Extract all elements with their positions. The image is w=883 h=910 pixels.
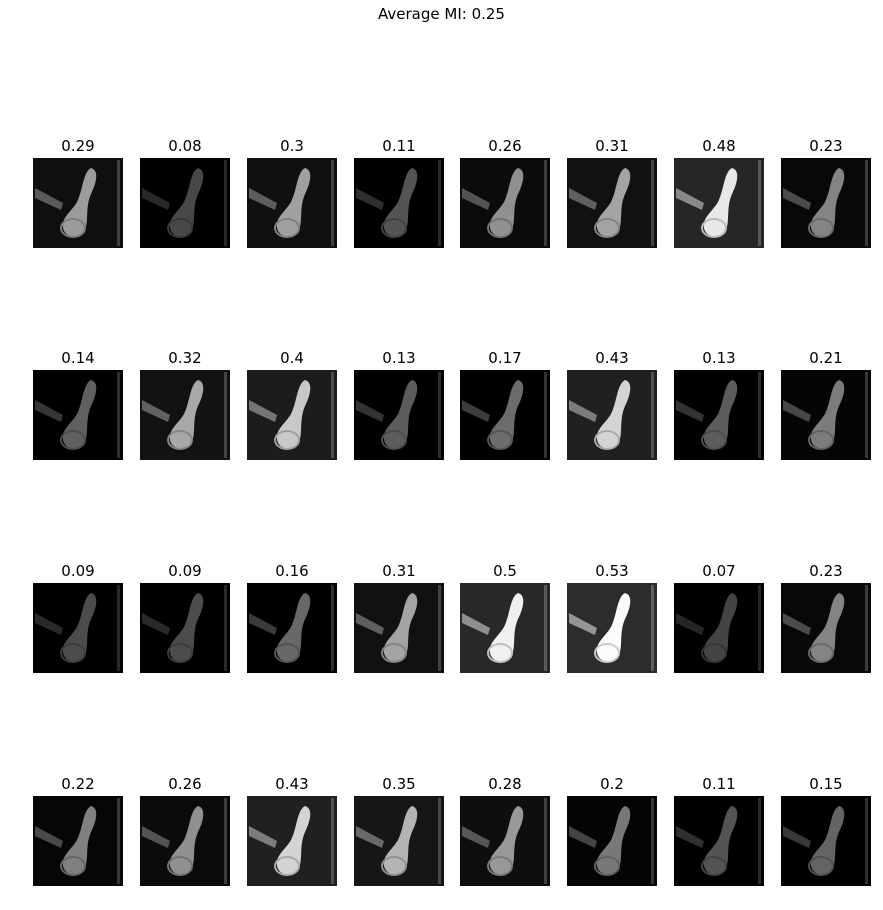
panel-mi-label: 0.13: [382, 349, 416, 367]
panel-mi-label: 0.15: [809, 775, 843, 793]
panel-mi-label: 0.43: [275, 775, 309, 793]
feature-map-image: [33, 370, 123, 460]
panel-mi-label: 0.16: [275, 562, 309, 580]
feature-map-image: [247, 583, 337, 673]
feature-map-image: [781, 583, 871, 673]
panel-mi-label: 0.09: [61, 562, 95, 580]
panel-mi-label: 0.23: [809, 137, 843, 155]
feature-map-image: [140, 158, 230, 248]
panel-mi-label: 0.13: [702, 349, 736, 367]
feature-map-image: [674, 583, 764, 673]
feature-map-image: [354, 583, 444, 673]
feature-map-image: [781, 796, 871, 886]
feature-map-image: [247, 158, 337, 248]
panel-mi-label: 0.26: [488, 137, 522, 155]
feature-map-image: [33, 583, 123, 673]
feature-map-image: [354, 370, 444, 460]
panel-mi-label: 0.22: [61, 775, 95, 793]
panel-mi-label: 0.32: [168, 349, 202, 367]
panel-mi-label: 0.23: [809, 562, 843, 580]
panel-mi-label: 0.53: [595, 562, 629, 580]
feature-map-image: [354, 158, 444, 248]
panel-mi-label: 0.2: [600, 775, 624, 793]
panel-mi-label: 0.28: [488, 775, 522, 793]
feature-map-image: [354, 796, 444, 886]
feature-map-image: [567, 158, 657, 248]
feature-map-image: [460, 158, 550, 248]
panel-mi-label: 0.48: [702, 137, 736, 155]
panel-mi-label: 0.11: [382, 137, 416, 155]
panel-mi-label: 0.11: [702, 775, 736, 793]
feature-map-image: [567, 583, 657, 673]
panel-mi-label: 0.21: [809, 349, 843, 367]
feature-map-image: [460, 796, 550, 886]
panel-mi-label: 0.43: [595, 349, 629, 367]
feature-map-image: [33, 796, 123, 886]
feature-map-image: [33, 158, 123, 248]
figure-title: Average MI: 0.25: [378, 5, 505, 23]
panel-mi-label: 0.35: [382, 775, 416, 793]
feature-map-image: [460, 370, 550, 460]
panel-mi-label: 0.14: [61, 349, 95, 367]
panel-mi-label: 0.17: [488, 349, 522, 367]
panel-mi-label: 0.3: [280, 137, 304, 155]
feature-map-image: [674, 796, 764, 886]
panel-mi-label: 0.29: [61, 137, 95, 155]
panel-mi-label: 0.4: [280, 349, 304, 367]
feature-map-image: [140, 370, 230, 460]
feature-map-image: [567, 370, 657, 460]
feature-map-image: [781, 158, 871, 248]
panel-mi-label: 0.08: [168, 137, 202, 155]
feature-map-image: [674, 158, 764, 248]
feature-map-image: [140, 796, 230, 886]
panel-mi-label: 0.5: [493, 562, 517, 580]
panel-mi-label: 0.31: [382, 562, 416, 580]
panel-mi-label: 0.31: [595, 137, 629, 155]
feature-map-image: [567, 796, 657, 886]
feature-map-image: [140, 583, 230, 673]
feature-map-image: [781, 370, 871, 460]
panel-mi-label: 0.07: [702, 562, 736, 580]
panel-mi-label: 0.26: [168, 775, 202, 793]
feature-map-image: [247, 796, 337, 886]
feature-map-image: [460, 583, 550, 673]
feature-map-image: [674, 370, 764, 460]
feature-map-image: [247, 370, 337, 460]
panel-mi-label: 0.09: [168, 562, 202, 580]
